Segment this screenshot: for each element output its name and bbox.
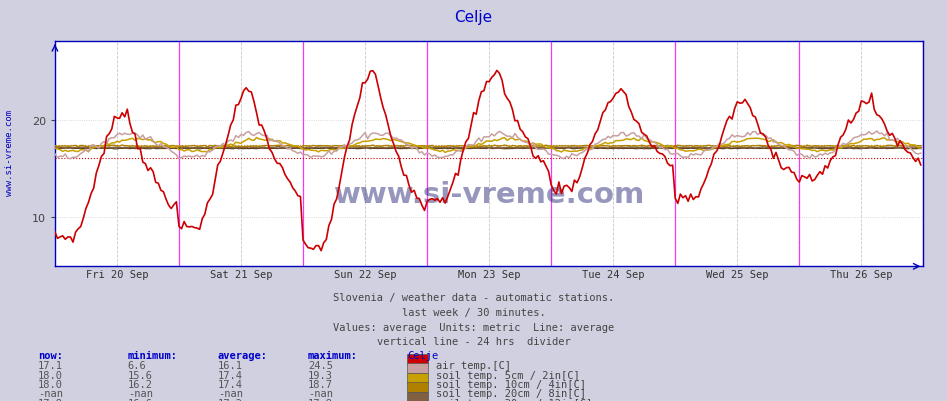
Bar bbox=[407, 382, 428, 392]
Text: www.si-vreme.com: www.si-vreme.com bbox=[333, 181, 645, 209]
Text: 17.1: 17.1 bbox=[38, 360, 63, 370]
Text: 18.0: 18.0 bbox=[38, 370, 63, 380]
Text: 17.8: 17.8 bbox=[308, 398, 332, 401]
Text: Thu 26 Sep: Thu 26 Sep bbox=[831, 269, 892, 279]
Text: soil temp. 20cm / 8in[C]: soil temp. 20cm / 8in[C] bbox=[436, 389, 585, 399]
Text: 16.2: 16.2 bbox=[128, 379, 152, 389]
Text: Mon 23 Sep: Mon 23 Sep bbox=[458, 269, 520, 279]
Text: 24.5: 24.5 bbox=[308, 360, 332, 370]
Text: -nan: -nan bbox=[308, 389, 332, 399]
Text: 18.0: 18.0 bbox=[38, 379, 63, 389]
Text: 15.6: 15.6 bbox=[128, 370, 152, 380]
Text: -nan: -nan bbox=[38, 389, 63, 399]
Text: soil temp. 10cm / 4in[C]: soil temp. 10cm / 4in[C] bbox=[436, 379, 585, 389]
Text: -nan: -nan bbox=[218, 389, 242, 399]
Bar bbox=[407, 354, 428, 364]
Text: 16.6: 16.6 bbox=[128, 398, 152, 401]
Text: Wed 25 Sep: Wed 25 Sep bbox=[706, 269, 768, 279]
Text: Sat 21 Sep: Sat 21 Sep bbox=[210, 269, 272, 279]
Text: last week / 30 minutes.: last week / 30 minutes. bbox=[402, 307, 545, 317]
Text: soil temp. 30cm / 12in[C]: soil temp. 30cm / 12in[C] bbox=[436, 398, 592, 401]
Text: Slovenia / weather data - automatic stations.: Slovenia / weather data - automatic stat… bbox=[333, 293, 614, 303]
Text: air temp.[C]: air temp.[C] bbox=[436, 360, 510, 370]
Text: Celje: Celje bbox=[455, 10, 492, 25]
Text: 18.7: 18.7 bbox=[308, 379, 332, 389]
Text: -nan: -nan bbox=[128, 389, 152, 399]
Text: maximum:: maximum: bbox=[308, 350, 358, 360]
Text: 16.1: 16.1 bbox=[218, 360, 242, 370]
Text: Fri 20 Sep: Fri 20 Sep bbox=[86, 269, 148, 279]
Text: now:: now: bbox=[38, 350, 63, 360]
Bar bbox=[407, 373, 428, 383]
Text: Tue 24 Sep: Tue 24 Sep bbox=[582, 269, 644, 279]
Text: Celje: Celje bbox=[407, 350, 438, 360]
Text: 17.4: 17.4 bbox=[218, 379, 242, 389]
Text: minimum:: minimum: bbox=[128, 350, 178, 360]
Text: 6.6: 6.6 bbox=[128, 360, 147, 370]
Bar bbox=[407, 363, 428, 373]
Text: 17.8: 17.8 bbox=[38, 398, 63, 401]
Text: vertical line - 24 hrs  divider: vertical line - 24 hrs divider bbox=[377, 336, 570, 346]
Text: www.si-vreme.com: www.si-vreme.com bbox=[5, 109, 14, 195]
Text: 17.4: 17.4 bbox=[218, 370, 242, 380]
Text: Sun 22 Sep: Sun 22 Sep bbox=[334, 269, 396, 279]
Text: average:: average: bbox=[218, 350, 268, 360]
Text: soil temp. 5cm / 2in[C]: soil temp. 5cm / 2in[C] bbox=[436, 370, 580, 380]
Text: Values: average  Units: metric  Line: average: Values: average Units: metric Line: aver… bbox=[333, 322, 614, 332]
Text: 17.2: 17.2 bbox=[218, 398, 242, 401]
Bar bbox=[407, 392, 428, 401]
Text: 19.3: 19.3 bbox=[308, 370, 332, 380]
